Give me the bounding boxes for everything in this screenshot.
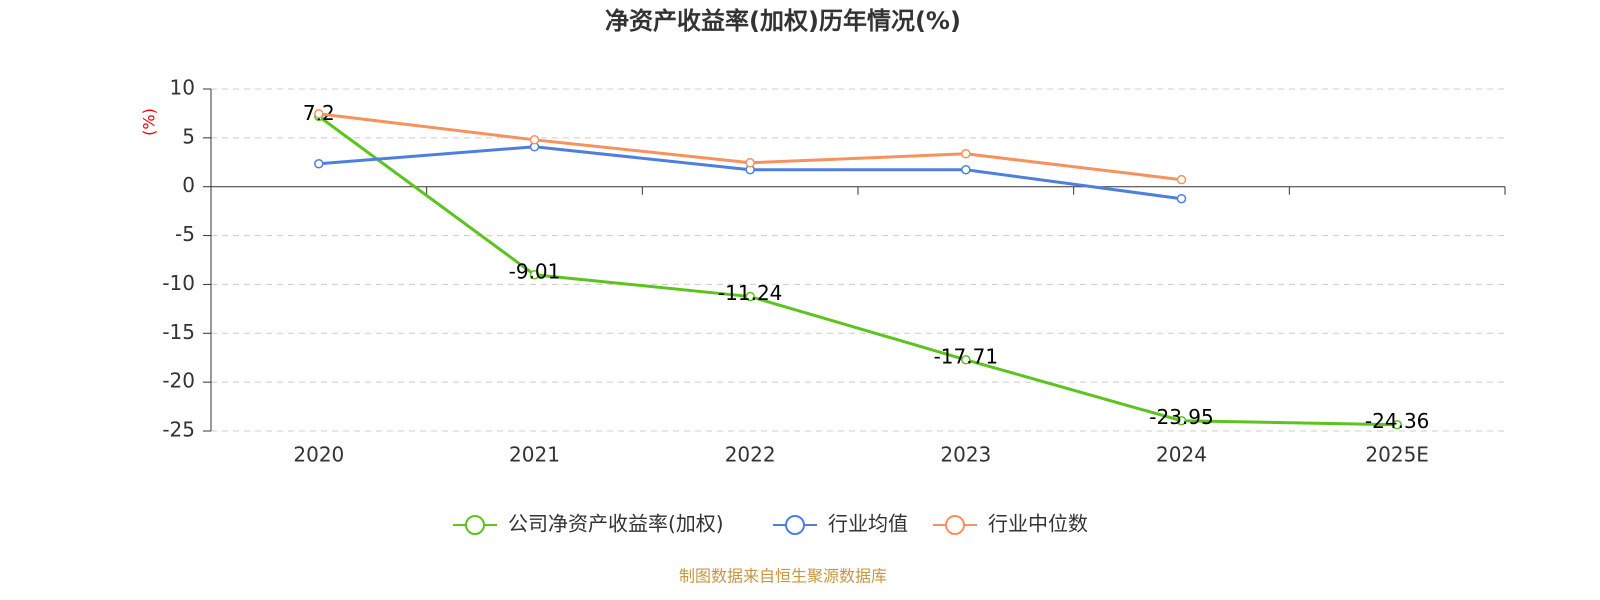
legend-marker <box>785 515 805 535</box>
point <box>961 355 971 365</box>
point <box>1176 415 1187 426</box>
data-label: -17.71 <box>934 344 998 368</box>
y-tick-label: -20 <box>162 369 195 393</box>
point <box>961 164 971 175</box>
legend-label: 行业均值 <box>828 512 908 536</box>
point <box>745 291 755 302</box>
x-tick-label: 2022 <box>725 443 776 467</box>
x-tick-label: 2020 <box>293 443 344 467</box>
y-tick-label: -15 <box>162 320 195 344</box>
y-tick-label: -10 <box>162 271 195 295</box>
chart-title: 净资产收益率(加权)历年情况(%) <box>605 7 961 35</box>
x-tick-label: 2024 <box>1156 443 1207 467</box>
data-label: -23.95 <box>1149 405 1213 429</box>
y-tick-label: 0 <box>182 173 195 197</box>
y-tick-label: 5 <box>182 124 195 148</box>
source-note: 制图数据来自恒生聚源数据库 <box>679 567 887 586</box>
legend-label: 公司净资产收益率(加权) <box>508 512 724 536</box>
series-line <box>317 115 1398 427</box>
point <box>314 109 324 119</box>
data-label: -9.01 <box>509 259 561 283</box>
y-axis-label: (%) <box>140 108 159 136</box>
y-tick-label: 10 <box>170 76 195 100</box>
legend-marker <box>945 515 965 535</box>
legend-marker <box>465 515 485 535</box>
point <box>961 149 971 159</box>
x-tick-label: 2023 <box>940 443 991 467</box>
y-tick-label: -5 <box>175 222 195 246</box>
point <box>529 270 540 280</box>
point <box>1392 419 1402 430</box>
x-tick-label: 2025E <box>1365 443 1429 467</box>
data-label: -24.36 <box>1365 409 1429 433</box>
point <box>1176 193 1187 204</box>
point <box>314 159 324 169</box>
legend-label: 行业中位数 <box>988 512 1088 536</box>
point <box>745 158 755 168</box>
point <box>529 135 540 145</box>
x-tick-label: 2021 <box>509 443 560 467</box>
point <box>1176 174 1187 185</box>
data-label: -11.24 <box>718 281 782 305</box>
y-tick-label: -25 <box>162 418 195 442</box>
